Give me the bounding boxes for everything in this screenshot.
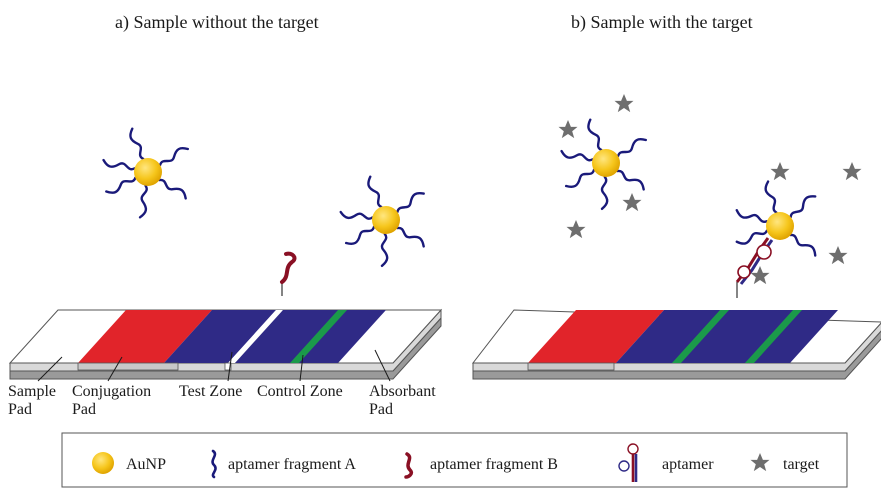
- legend-aunp: AuNP: [126, 456, 166, 473]
- target-icon: [842, 162, 862, 181]
- conjugation-pad-b: [528, 310, 664, 363]
- aunp-conjugate-a2: [338, 174, 428, 268]
- aunp-conjugate-b1: [559, 117, 648, 211]
- target-icon: [770, 162, 790, 181]
- legend-fragment-a: aptamer fragment A: [228, 456, 356, 473]
- conjugation-pad-a: [78, 310, 212, 363]
- label-sample-pad-1: Sample: [8, 383, 56, 400]
- legend-aptamer: aptamer: [662, 456, 714, 473]
- strip-b: [471, 309, 881, 380]
- target-icon: [828, 246, 848, 265]
- test-zone-block-a: [164, 310, 276, 363]
- aptamer-icon: [618, 443, 639, 482]
- control-line-b: [745, 310, 802, 363]
- label-test-zone: Test Zone: [179, 383, 242, 400]
- legend: AuNP aptamer fragment A aptamer fragment…: [61, 432, 848, 488]
- aunp-icon: [92, 452, 114, 474]
- strip-labels: [37, 349, 391, 382]
- panel-a-title: a) Sample without the target: [115, 12, 319, 33]
- test-line-b: [672, 310, 729, 363]
- target-icon: [750, 266, 770, 285]
- label-sample-pad-2: Pad: [8, 401, 32, 418]
- legend-fragment-b: aptamer fragment B: [430, 456, 558, 473]
- label-conjugation-pad-1: Conjugation: [72, 383, 151, 400]
- fragment-b-icon: [404, 452, 414, 479]
- label-absorbant-pad-1: Absorbant: [369, 383, 436, 400]
- target-icon: [566, 220, 586, 239]
- target-stars: [558, 94, 862, 285]
- legend-target: target: [783, 456, 820, 473]
- target-icon: [558, 120, 578, 139]
- panel-b-title: b) Sample with the target: [571, 12, 753, 33]
- target-icon: [614, 94, 634, 113]
- label-absorbant-pad-2: Pad: [369, 401, 393, 418]
- aunp-conjugate-a1: [101, 126, 190, 220]
- target-icon: [750, 453, 770, 472]
- fragment-a-icon: [211, 449, 217, 479]
- aunp-aptamer-complex-b: [734, 179, 820, 298]
- label-conjugation-pad-2: Pad: [72, 401, 96, 418]
- target-icon: [622, 193, 642, 212]
- strip-a: [8, 308, 443, 380]
- fragment-b-on-strip-a: [280, 251, 297, 296]
- control-line-a: [290, 310, 347, 363]
- control-zone-block-a: [235, 310, 386, 363]
- label-control-zone: Control Zone: [257, 383, 343, 400]
